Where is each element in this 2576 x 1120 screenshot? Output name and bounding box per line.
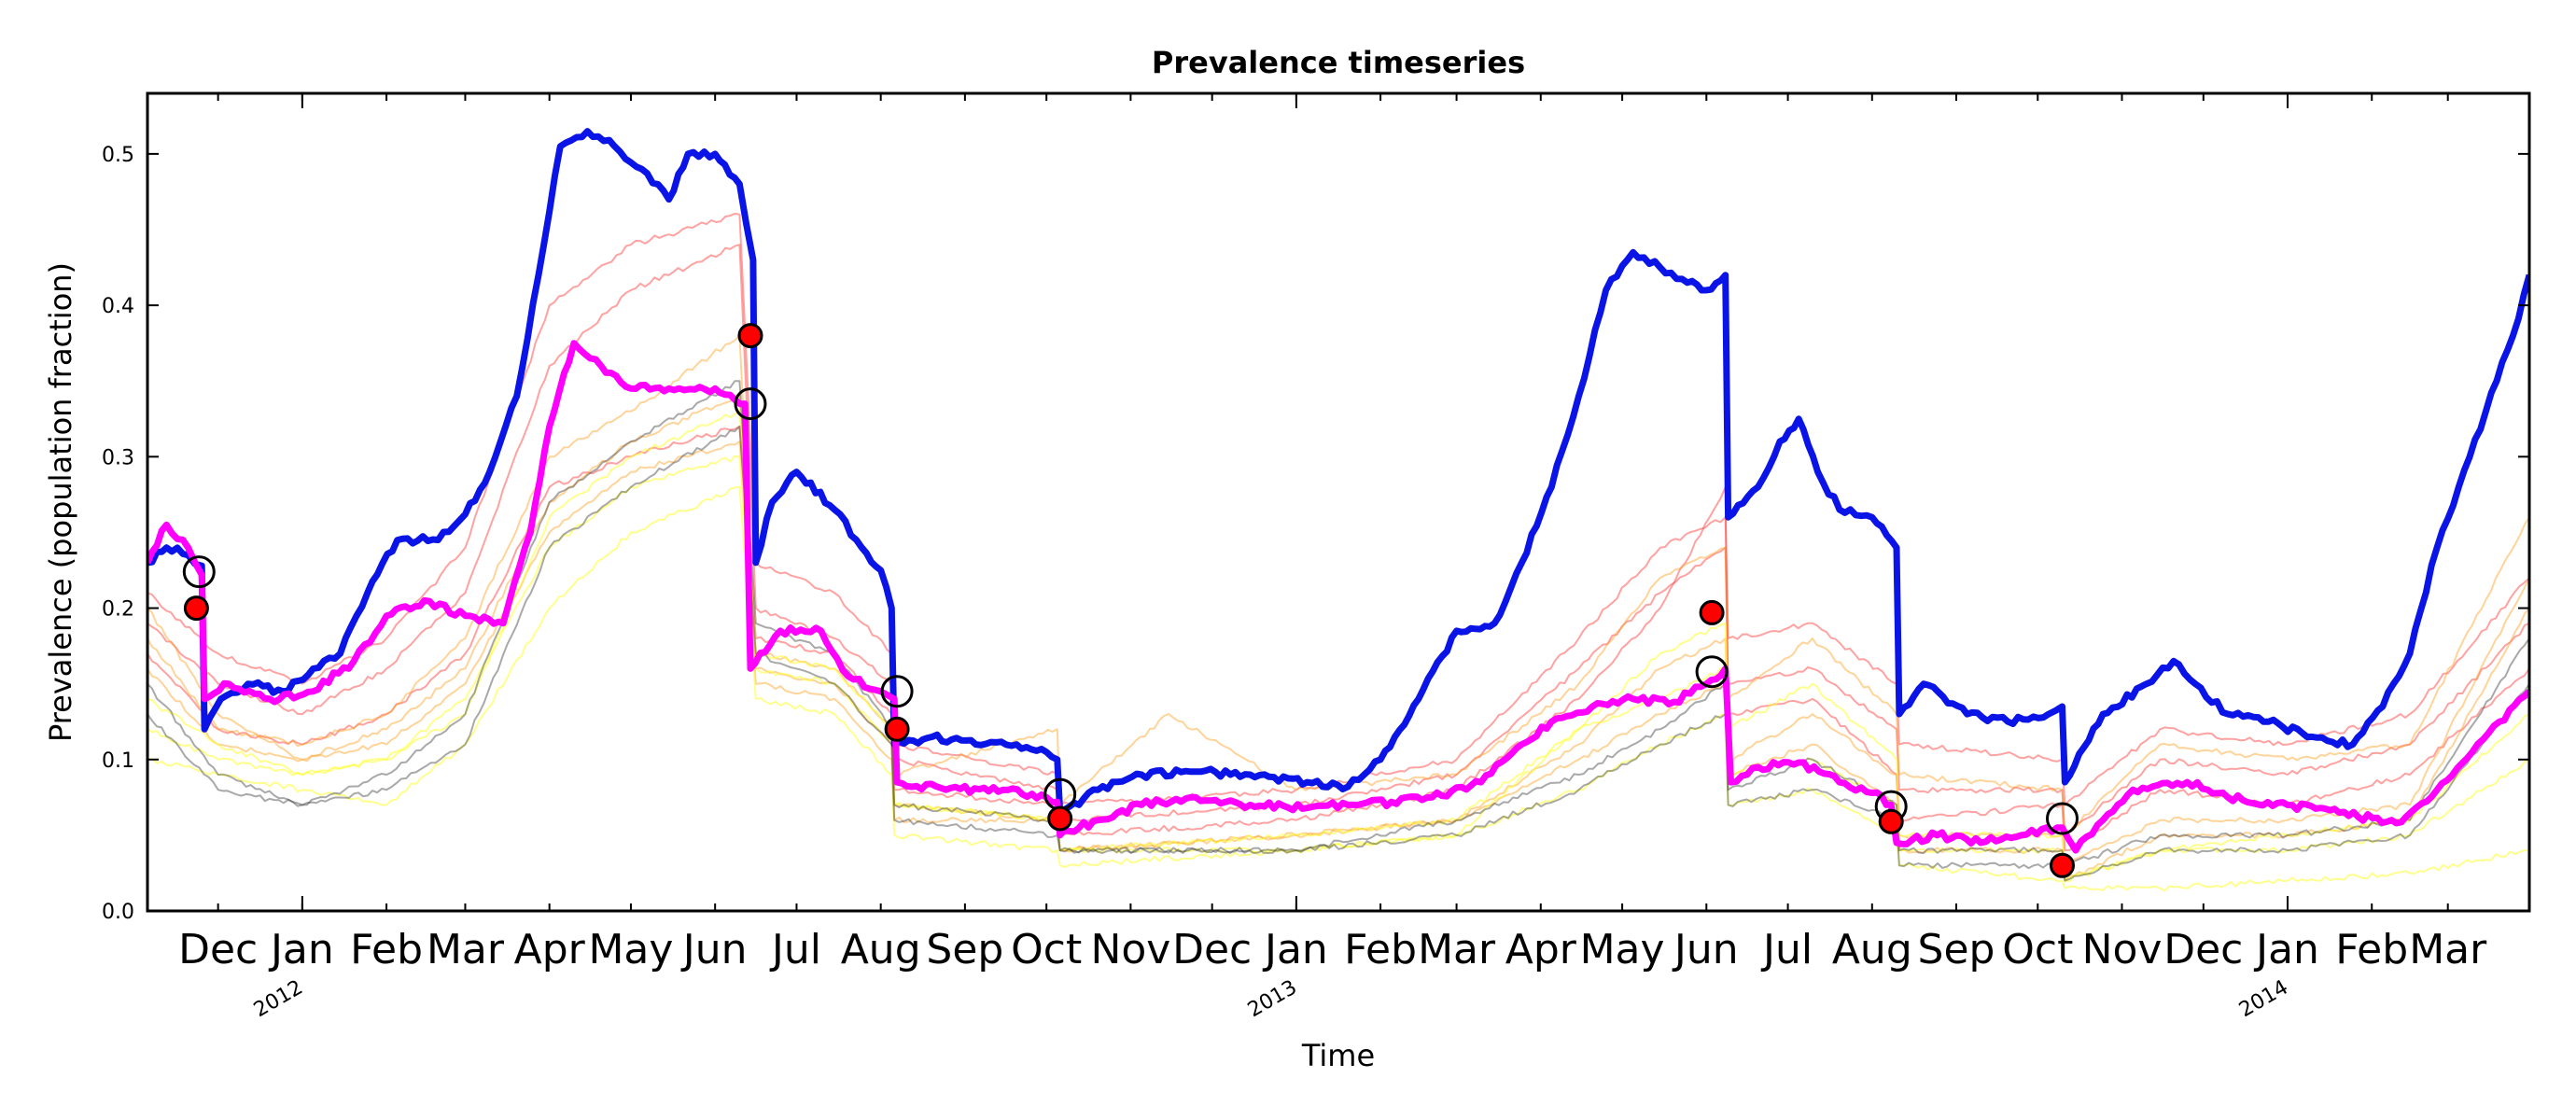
y-tick-label: 0.1 xyxy=(102,749,134,773)
x-month-label: Aug xyxy=(1832,926,1912,973)
x-month-label: Feb xyxy=(350,926,423,973)
x-month-label: Jun xyxy=(680,926,748,973)
series-line xyxy=(147,410,2529,883)
observed-marker xyxy=(737,323,763,349)
observed-marker xyxy=(2050,852,2075,878)
observed-marker xyxy=(884,716,910,742)
y-tick-label: 0.4 xyxy=(102,295,134,318)
x-month-label: Feb xyxy=(2335,926,2408,973)
x-month-label: Feb xyxy=(1344,926,1417,973)
series-line xyxy=(147,380,2529,867)
series-line xyxy=(147,128,2529,817)
series-line xyxy=(147,425,2529,882)
x-year-label: 2013 xyxy=(1244,976,1301,1023)
y-tick-label: 0.3 xyxy=(102,446,134,469)
x-month-label: Dec xyxy=(1172,926,1252,973)
x-month-label: Sep xyxy=(926,926,1003,973)
observed-marker xyxy=(1878,808,1904,834)
y-tick-label: 0.5 xyxy=(102,144,134,167)
model-marker xyxy=(2046,802,2079,835)
observed-marker xyxy=(1047,805,1073,832)
series-line xyxy=(147,334,2529,836)
series-line xyxy=(147,441,2529,882)
x-month-label: Oct xyxy=(1011,926,1082,973)
x-month-label: Dec xyxy=(178,926,258,973)
x-month-label: Jan xyxy=(268,926,334,973)
series-line xyxy=(147,244,2529,836)
x-month-label: Mar xyxy=(2409,926,2487,973)
series-line xyxy=(147,425,2529,852)
x-month-label: Apr xyxy=(1505,926,1577,973)
plot-frame xyxy=(146,91,2531,913)
y-tick-label: 0.2 xyxy=(102,598,134,622)
chart-title: Prevalence timeseries xyxy=(1152,45,1525,80)
model-marker xyxy=(182,555,216,589)
y-axis: 0.0 0.1 0.2 0.3 0.4 0.5 xyxy=(102,144,2529,924)
x-month-label: Dec xyxy=(2163,926,2243,973)
x-year-label: 2012 xyxy=(250,976,307,1023)
x-month-label: Jul xyxy=(1760,926,1813,973)
marker-layer xyxy=(182,323,2079,878)
x-month-label: Nov xyxy=(2082,926,2163,973)
x-year-label: 2014 xyxy=(2235,976,2292,1023)
series-layer xyxy=(147,128,2529,892)
x-axis-label: Time xyxy=(1301,1038,1375,1073)
x-month-label: Oct xyxy=(2002,926,2073,973)
x-month-label: Mar xyxy=(427,926,505,973)
y-axis-label: Prevalence (population fraction) xyxy=(43,262,78,742)
x-month-label: Nov xyxy=(1090,926,1170,973)
x-month-label: Mar xyxy=(1418,926,1496,973)
x-month-label: Jun xyxy=(1672,926,1739,973)
x-month-label: May xyxy=(1580,926,1665,973)
x-month-label: Sep xyxy=(1918,926,1995,973)
model-marker xyxy=(880,675,914,708)
x-month-label: Jan xyxy=(2253,926,2319,973)
x-month-label: Jan xyxy=(1262,926,1328,973)
model-marker xyxy=(734,387,767,421)
y-tick-label: 0.0 xyxy=(102,901,134,924)
x-month-label: May xyxy=(588,926,673,973)
x-month-label: Apr xyxy=(514,926,586,973)
x-month-label: Jul xyxy=(769,926,821,973)
series-line xyxy=(147,212,2529,807)
observed-marker xyxy=(183,595,209,622)
series-line xyxy=(147,340,2529,854)
series-line xyxy=(147,395,2529,867)
model-marker xyxy=(1695,655,1729,689)
x-month-label: Aug xyxy=(841,926,921,973)
observed-marker xyxy=(1699,599,1725,625)
